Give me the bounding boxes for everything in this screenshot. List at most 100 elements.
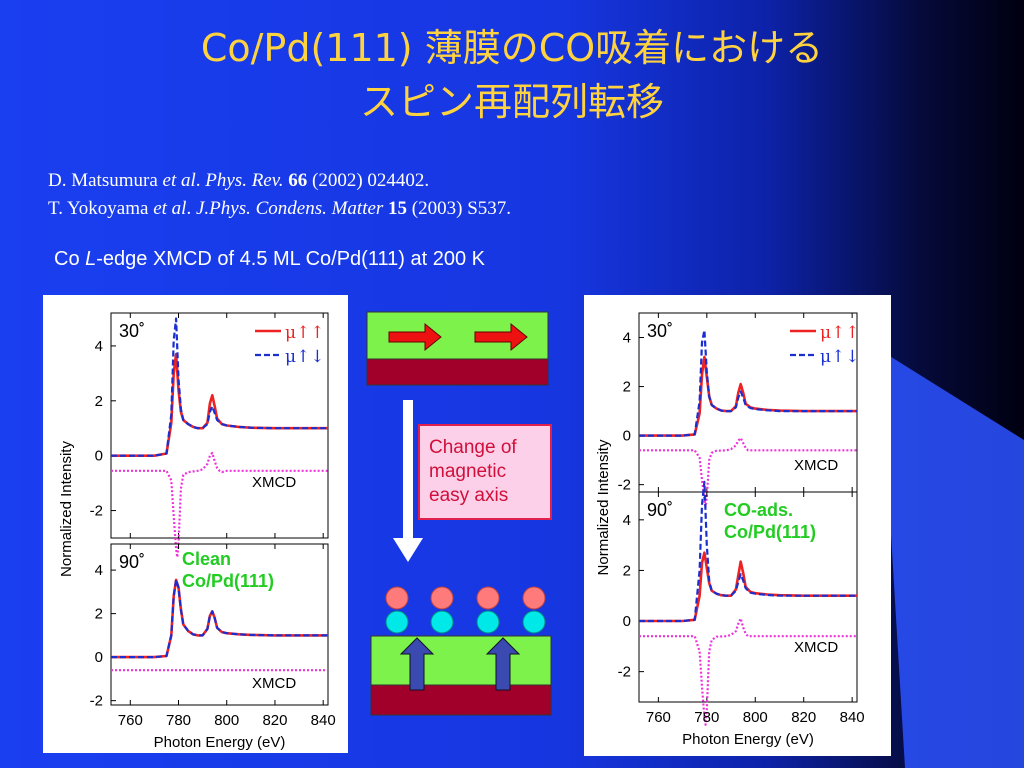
angle-label: 90˚ [647, 500, 673, 520]
ref-volume: 15 [388, 198, 408, 219]
slide-title-line2: スピン再配列転移 [359, 80, 664, 124]
y-axis-label: Normalized Intensity [595, 439, 612, 575]
reference-1: D. Matsumura et al. Phys. Rev. 66 (2002)… [48, 170, 430, 191]
angle-label: 90˚ [119, 552, 145, 572]
plot-frame [110, 543, 329, 706]
ref-etal: et al [162, 170, 196, 191]
easy-axis-change-label: Change of magnetic easy axis [418, 424, 552, 520]
ref-rest: (2002) 024402. [312, 170, 430, 191]
carbon-atom-icon [522, 610, 546, 634]
carbon-atom-icon [385, 610, 409, 634]
subtitle-italic: L [85, 248, 97, 270]
co-molecules [385, 586, 546, 634]
ref-authors: D. Matsumura [48, 170, 158, 191]
legend-label-mu-antiparallel: μ↑↓ [820, 347, 860, 367]
substrate-bottom [370, 684, 552, 716]
plot-frame [110, 312, 329, 539]
series-mu-parallel [639, 551, 857, 623]
y-tick-label: 2 [95, 393, 103, 410]
x-tick-label: 800 [214, 712, 239, 729]
y-tick-label: 4 [95, 338, 103, 355]
substrate-top [366, 358, 549, 386]
series-mu-parallel [639, 355, 857, 437]
y-tick-label: -2 [618, 664, 631, 681]
x-tick-label: 840 [840, 709, 865, 726]
xmcd-chart-right: Normalized Intensity 4 2 0 -2 30˚ XMCD μ↑↑ μ↑↓ 4 2… [595, 312, 865, 748]
angle-label: 30˚ [647, 321, 673, 341]
in-plane-arrow-icon [474, 322, 528, 352]
ref-journal: Phys. Rev. [205, 170, 284, 191]
carbon-atom-icon [476, 610, 500, 634]
x-axis-label: Photon Energy (eV) [682, 731, 814, 748]
easy-axis-diagram [366, 311, 552, 716]
carbon-atom-icon [430, 610, 454, 634]
ref-journal: J.Phys. Condens. Matter [195, 198, 384, 219]
y-tick-label: 2 [623, 562, 631, 579]
y-tick-label: 2 [95, 606, 103, 623]
transition-arrow-shaft [403, 400, 413, 538]
change-text-line: easy axis [429, 485, 509, 506]
reference-2: T. Yokoyama et al. J.Phys. Condens. Matt… [48, 198, 512, 219]
x-tick-label: 800 [743, 709, 768, 726]
xmcd-label: XMCD [794, 457, 838, 474]
x-tick-label: 780 [694, 709, 719, 726]
legend-label-mu-antiparallel: μ↑↓ [285, 347, 325, 367]
ref-authors: T. Yokoyama [48, 198, 149, 219]
x-tick-label: 760 [118, 712, 143, 729]
xmcd-label: XMCD [252, 474, 296, 491]
chart-panel-right: Normalized Intensity 4 2 0 -2 30˚ XMCD μ↑↑ μ↑↓ 4 2… [584, 295, 891, 756]
x-tick-label: 820 [791, 709, 816, 726]
y-axis-label: Normalized Intensity [58, 441, 75, 577]
y-tick-label: 0 [623, 613, 631, 630]
slide-title-line1: Co/Pd(111) 薄膜のCO吸着における [200, 26, 824, 70]
sample-label: CO-ads. [724, 500, 793, 520]
y-tick-label: 0 [95, 649, 103, 666]
oxygen-atom-icon [476, 586, 500, 610]
subplot-90deg: 4 2 0 -2 90˚ XMCD CO-ads.Co/Pd(111) [618, 480, 858, 726]
ref-volume: 66 [288, 170, 308, 191]
xmcd-label: XMCD [794, 639, 838, 656]
y-tick-label: 2 [623, 379, 631, 396]
change-text-line: magnetic [429, 461, 507, 482]
x-axis-label: Photon Energy (eV) [154, 734, 286, 751]
angle-label: 30˚ [119, 321, 145, 341]
legend-label-mu-parallel: μ↑↑ [285, 323, 325, 343]
y-tick-label: 0 [95, 448, 103, 465]
ref-etal: et al [153, 198, 187, 219]
series-mu-antiparallel [111, 578, 328, 659]
chart-panel-left: Normalized Intensity 4 2 0 -2 30˚ XMCD μ↑↑ μ↑↓ 4 2… [43, 295, 348, 753]
y-tick-label: 4 [623, 330, 631, 347]
y-tick-label: -2 [90, 503, 103, 520]
plot-subtitle: Co L-edge XMCD of 4.5 ML Co/Pd(111) at 2… [54, 248, 485, 271]
sample-label: Co/Pd(111) [182, 571, 274, 591]
y-tick-label: -2 [90, 693, 103, 710]
sample-label: Co/Pd(111) [724, 522, 816, 542]
x-tick-label: 820 [262, 712, 287, 729]
y-tick-label: 4 [95, 562, 103, 579]
y-tick-label: 4 [623, 512, 631, 529]
subplot-30deg: 4 2 0 -2 30˚ XMCD μ↑↑ μ↑↓ [618, 312, 860, 508]
oxygen-atom-icon [522, 586, 546, 610]
series-xmcd [111, 451, 328, 559]
x-tick-label: 780 [166, 712, 191, 729]
series-mu-antiparallel [111, 317, 328, 457]
ref-rest: (2003) S537. [411, 198, 512, 219]
transition-arrow-icon [393, 538, 423, 562]
sample-label: Clean [182, 549, 231, 569]
perpendicular-arrow-icon [485, 637, 521, 691]
series-mu-antiparallel [639, 329, 857, 437]
change-text-line: Change of [429, 437, 517, 458]
series-mu-parallel [111, 352, 328, 457]
oxygen-atom-icon [385, 586, 409, 610]
y-tick-label: 0 [623, 428, 631, 445]
x-tick-label: 760 [646, 709, 671, 726]
xmcd-label: XMCD [252, 675, 296, 692]
in-plane-arrow-icon [388, 322, 442, 352]
xmcd-chart-left: Normalized Intensity 4 2 0 -2 30˚ XMCD μ↑↑ μ↑↓ 4 2… [58, 312, 336, 751]
oxygen-atom-icon [430, 586, 454, 610]
film-layer-bottom [370, 635, 552, 686]
subplot-30deg: 4 2 0 -2 30˚ XMCD μ↑↑ μ↑↓ [90, 312, 329, 559]
subtitle-post: -edge XMCD of 4.5 ML Co/Pd(111) at 200 K [96, 248, 485, 270]
y-tick-label: -2 [618, 477, 631, 494]
